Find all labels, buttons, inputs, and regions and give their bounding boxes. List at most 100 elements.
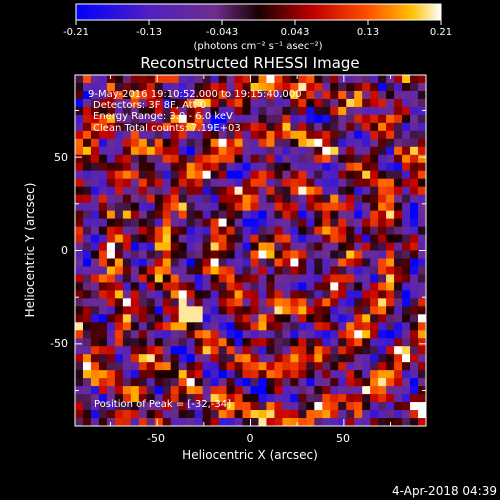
heatmap-cell — [410, 402, 419, 411]
heatmap-cell — [186, 378, 196, 387]
heatmap-cell — [138, 75, 148, 84]
heatmap-cell — [186, 75, 196, 84]
heatmap-cell — [170, 106, 180, 116]
heatmap-cell — [410, 138, 419, 148]
heatmap-cell — [210, 162, 219, 172]
heatmap-cell — [138, 386, 148, 395]
heatmap-cell — [378, 378, 387, 387]
heatmap-cell — [226, 258, 235, 267]
heatmap-cell — [258, 98, 267, 108]
heatmap-cell — [146, 170, 156, 180]
heatmap-cell — [330, 298, 339, 307]
heatmap-cell — [402, 306, 411, 315]
heatmap-cell — [138, 298, 148, 307]
heatmap-cell — [178, 274, 188, 283]
heatmap-cell — [378, 290, 387, 299]
heatmap-cell — [338, 322, 347, 331]
heatmap-cell — [226, 186, 235, 196]
heatmap-cell — [170, 98, 180, 108]
heatmap-cell — [354, 258, 363, 267]
heatmap-cell — [130, 346, 140, 355]
heatmap-cell — [210, 418, 219, 426]
heatmap-cell — [322, 250, 331, 259]
heatmap-cell — [226, 202, 235, 212]
heatmap-cell — [386, 218, 395, 227]
heatmap-cell — [194, 298, 204, 307]
heatmap-cell — [138, 338, 148, 347]
heatmap-cell — [210, 378, 219, 387]
heatmap-cell — [306, 130, 315, 140]
heatmap-cell — [234, 306, 243, 315]
heatmap-cell — [154, 370, 164, 379]
heatmap-cell — [402, 138, 411, 148]
heatmap-cell — [410, 370, 419, 379]
heatmap-cell — [306, 418, 315, 426]
heatmap-cell — [210, 122, 219, 132]
heatmap-cell — [378, 202, 387, 212]
heatmap-cell — [98, 75, 108, 84]
heatmap-cell — [162, 402, 172, 411]
heatmap-cell — [170, 306, 180, 315]
heatmap-cell — [242, 258, 251, 267]
heatmap-cell — [250, 130, 259, 140]
colorbar-tick-label: -0.043 — [206, 27, 238, 38]
heatmap-cell — [370, 410, 379, 419]
heatmap-cell — [354, 370, 363, 379]
heatmap-cell — [370, 394, 379, 403]
heatmap-cell — [98, 202, 108, 212]
heatmap-cell — [106, 354, 116, 363]
heatmap-cell — [258, 90, 267, 100]
heatmap-cell — [186, 418, 196, 426]
heatmap-cell — [138, 370, 148, 379]
heatmap-cell — [98, 162, 108, 172]
heatmap-cell — [250, 258, 259, 267]
heatmap-cell — [194, 378, 204, 387]
heatmap-cell — [378, 370, 387, 379]
heatmap-cell — [210, 346, 219, 355]
heatmap-cell — [138, 322, 148, 331]
heatmap-cell — [354, 154, 363, 164]
heatmap-cell — [386, 210, 395, 219]
heatmap-cell — [178, 146, 188, 156]
heatmap-cell — [90, 106, 100, 116]
heatmap-cell — [410, 258, 419, 267]
heatmap-cell — [338, 170, 347, 180]
heatmap-cell — [250, 138, 259, 148]
heatmap-cell — [290, 178, 299, 188]
heatmap-cell — [402, 274, 411, 283]
heatmap-cell — [98, 130, 108, 140]
heatmap-cell — [258, 130, 267, 140]
heatmap-cell — [290, 234, 299, 243]
heatmap-cell — [82, 418, 92, 426]
heatmap-cell — [106, 242, 116, 251]
heatmap-cell — [322, 130, 331, 140]
heatmap-cell — [274, 98, 283, 108]
heatmap-cell — [378, 282, 387, 291]
heatmap-cell — [122, 274, 132, 283]
heatmap-cell — [210, 394, 219, 403]
heatmap-cell — [306, 122, 315, 132]
heatmap-cell — [250, 330, 259, 339]
heatmap-cell — [130, 122, 140, 132]
heatmap-cell — [290, 418, 299, 426]
heatmap-cell — [370, 178, 379, 188]
heatmap-cell — [226, 114, 235, 124]
heatmap-cell — [202, 410, 212, 419]
heatmap-cell — [298, 306, 307, 315]
heatmap-cell — [194, 194, 204, 204]
heatmap-cell — [75, 154, 84, 164]
heatmap-cell — [378, 258, 387, 267]
heatmap-cell — [378, 138, 387, 148]
heatmap-cell — [322, 194, 331, 204]
heatmap-cell — [242, 98, 251, 108]
heatmap-cell — [418, 242, 426, 251]
heatmap-cell — [122, 146, 132, 156]
heatmap-cell — [250, 178, 259, 188]
heatmap-cell — [162, 290, 172, 299]
heatmap-cell — [378, 106, 387, 116]
heatmap-cell — [178, 114, 188, 124]
heatmap-cell — [106, 266, 116, 275]
heatmap-cell — [266, 75, 275, 84]
heatmap-cell — [282, 242, 291, 251]
heatmap-cell — [154, 106, 164, 116]
